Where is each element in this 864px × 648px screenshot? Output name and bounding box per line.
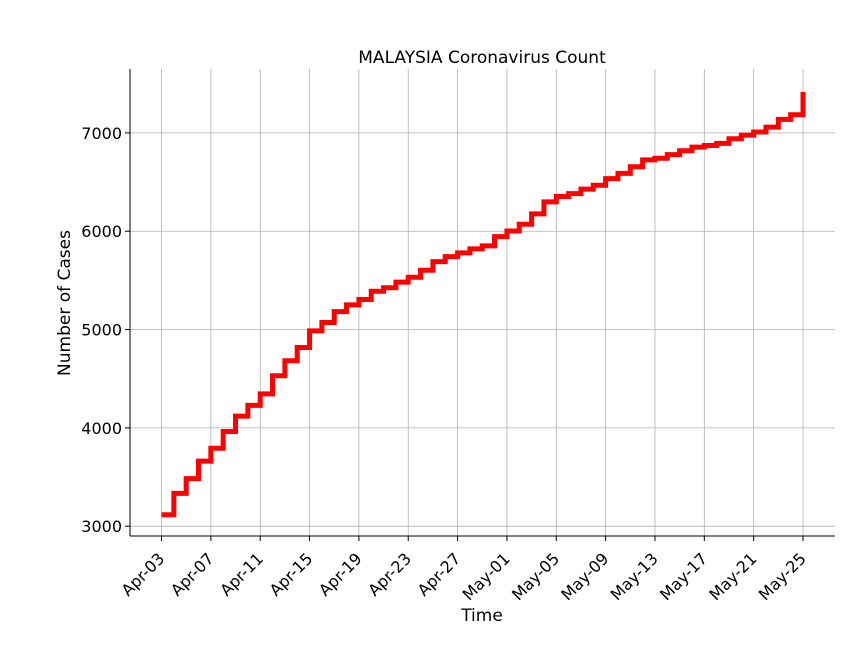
x-axis-label: Time bbox=[460, 606, 503, 626]
x-tick-label: May-01 bbox=[459, 549, 514, 604]
x-tick-label: May-25 bbox=[755, 549, 810, 604]
y-tick-label: 6000 bbox=[81, 222, 122, 241]
x-tick-label: May-05 bbox=[508, 549, 563, 604]
x-tick-label: Apr-07 bbox=[167, 549, 218, 600]
x-axis-ticks: Apr-03Apr-07Apr-11Apr-15Apr-19Apr-23Apr-… bbox=[118, 536, 810, 604]
chart-title: MALAYSIA Coronavirus Count bbox=[358, 48, 606, 68]
x-tick-label: Apr-27 bbox=[414, 549, 465, 600]
y-axis-label: Number of Cases bbox=[55, 230, 75, 376]
series-layer bbox=[161, 91, 806, 518]
y-tick-label: 4000 bbox=[81, 419, 122, 438]
y-tick-label: 5000 bbox=[81, 321, 122, 340]
y-tick-label: 3000 bbox=[81, 517, 122, 536]
x-tick-label: Apr-11 bbox=[216, 549, 267, 600]
x-tick-label: Apr-23 bbox=[364, 549, 415, 600]
x-tick-label: May-21 bbox=[705, 549, 760, 604]
x-tick-label: Apr-19 bbox=[315, 549, 366, 600]
y-axis-ticks: 3000 4000 5000 6000 7000 bbox=[81, 124, 130, 536]
axes bbox=[129, 69, 835, 537]
x-tick-label: May-17 bbox=[656, 549, 711, 604]
series-line bbox=[161, 91, 806, 518]
x-tick-label: Apr-03 bbox=[118, 549, 169, 600]
x-tick-label: May-13 bbox=[607, 549, 662, 604]
x-tick-label: Apr-15 bbox=[266, 549, 317, 600]
y-tick-label: 7000 bbox=[81, 124, 122, 143]
x-tick-label: May-09 bbox=[557, 549, 612, 604]
